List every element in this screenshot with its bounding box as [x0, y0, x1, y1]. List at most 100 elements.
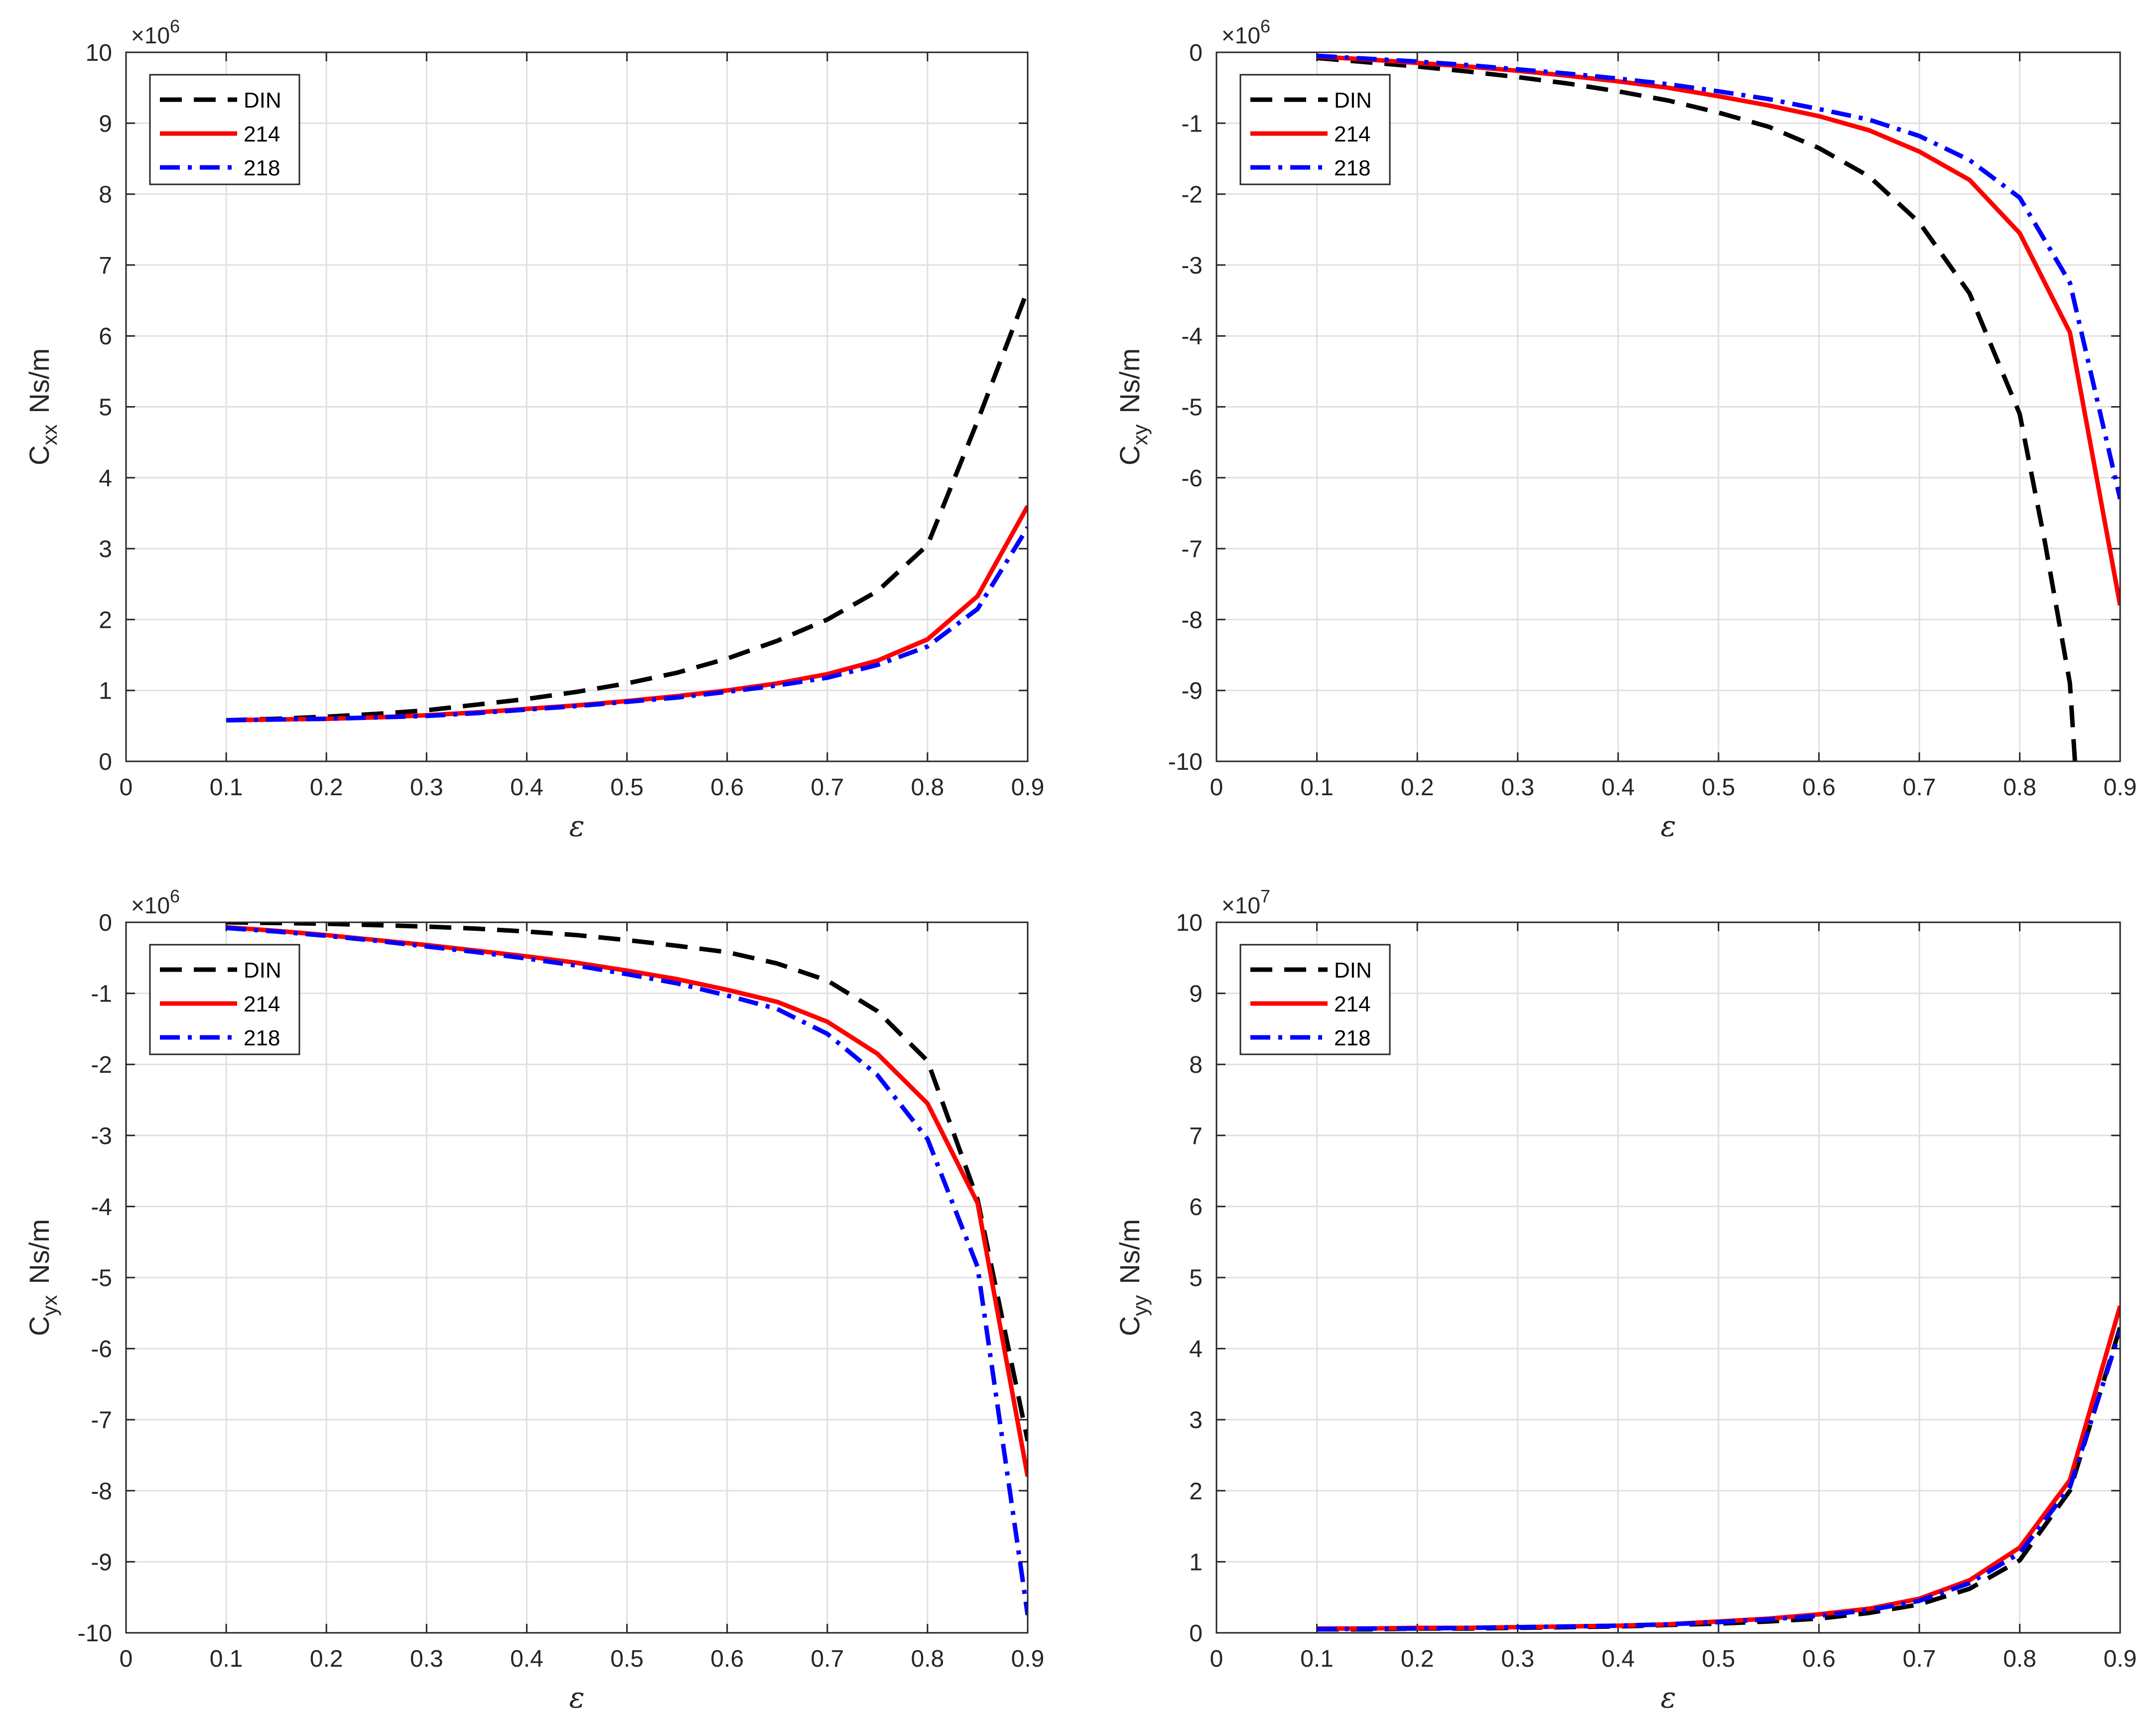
x-tick-label: 0.4	[1602, 1646, 1635, 1672]
y-tick-label: -5	[1181, 395, 1203, 421]
series-group	[1317, 53, 2120, 761]
series-line-din	[226, 922, 1028, 1441]
y-tick-label: -2	[1181, 182, 1203, 208]
legend: DIN 214 218	[1239, 944, 1391, 1055]
y-tick-label: 2	[1189, 1478, 1203, 1505]
y-tick-label: 8	[1189, 1052, 1203, 1078]
x-tick-label: 0.4	[1602, 774, 1635, 801]
legend: DIN 214 218	[149, 74, 300, 185]
y-axis-label: Cxx Ns/m	[23, 348, 61, 465]
x-tick-label: 0.4	[510, 774, 543, 801]
exponent-power: 7	[1260, 886, 1270, 906]
y-tick-label: 1	[1189, 1549, 1203, 1576]
y-tick-label: 7	[1189, 1123, 1203, 1150]
exponent-power: 6	[170, 16, 180, 36]
subplot-cxy: 0 0.1 0.2 0.3 0.4 0.5 0.6 0.7 0.8 0.9 0 -1 -2 -3 -4 -5 -…	[1114, 16, 2137, 843]
legend-label: 218	[244, 1026, 280, 1050]
y-tick-label: 10	[1176, 910, 1203, 936]
y-axis-label-main: C	[23, 445, 55, 465]
y-tick-label: 9	[1189, 981, 1203, 1007]
y-axis-label-main: C	[1114, 1316, 1145, 1336]
subplot-cxx: 0 0.1 0.2 0.3 0.4 0.5 0.6 0.7 0.8 0.9 0 1 2 3 4 5 6 7 8 9 10…	[23, 16, 1044, 843]
x-tick-label: 0.6	[710, 774, 744, 801]
legend: DIN 214 218	[149, 944, 300, 1055]
legend-label: DIN	[1334, 958, 1372, 983]
x-tick-label: 0.1	[1300, 774, 1334, 801]
y-tick-label: -4	[1181, 323, 1203, 350]
y-tick-label: -5	[91, 1265, 112, 1292]
x-tick-label: 0.3	[410, 774, 443, 801]
y-tick-label: -4	[91, 1194, 112, 1220]
y-axis-label-unit: Ns/m	[1114, 1219, 1145, 1284]
y-tick-label: 4	[1189, 1336, 1203, 1363]
legend-label: DIN	[244, 88, 281, 113]
x-tick-label: 0	[1210, 774, 1223, 801]
subplot-cyy: 0 0.1 0.2 0.3 0.4 0.5 0.6 0.7 0.8 0.9 0 1 2 3 4 5 6 7 8 9 10…	[1114, 886, 2137, 1715]
legend-label: DIN	[244, 958, 281, 983]
exponent-label: ×107	[1221, 886, 1270, 918]
x-tick-label: 0.6	[1802, 1646, 1836, 1672]
x-tick-label: 0.6	[710, 1646, 744, 1672]
y-tick-label: 1	[99, 678, 112, 705]
axes-box	[1215, 921, 2121, 1634]
y-tick-label: -9	[1181, 678, 1203, 705]
x-tick-label: 0.6	[1802, 774, 1836, 801]
y-tick-label: -6	[1181, 465, 1203, 492]
x-tick-label: 0.8	[2003, 774, 2036, 801]
legend-label: 218	[1334, 156, 1370, 180]
x-tick-label: 0.9	[1011, 1646, 1045, 1672]
legend-label: 218	[1334, 1026, 1370, 1050]
legend-label: DIN	[1334, 88, 1372, 113]
y-tick-label: -3	[91, 1123, 112, 1150]
y-axis-label-unit: Ns/m	[23, 348, 55, 414]
y-tick-label: -10	[1168, 749, 1203, 775]
x-tick-label: 0.3	[1501, 774, 1534, 801]
x-tick-label: 0.7	[810, 774, 844, 801]
y-axis-label-sub: yx	[38, 1295, 61, 1316]
y-tick-label: -10	[78, 1620, 112, 1647]
series-line-din	[226, 289, 1028, 722]
y-tick-label: 0	[1189, 40, 1203, 66]
x-tick-label: 0.1	[210, 774, 243, 801]
exponent-power: 6	[170, 886, 180, 906]
y-tick-label: 5	[99, 395, 112, 421]
y-tick-label: -7	[91, 1407, 112, 1434]
series-group	[226, 289, 1028, 722]
x-tick-label: 0.7	[810, 1646, 844, 1672]
y-tick-label: 0	[1189, 1620, 1203, 1647]
axes-box	[1215, 51, 2121, 762]
x-tick-label: 0	[120, 1646, 133, 1672]
x-axis-label: ε	[569, 809, 584, 843]
x-tick-label: 0.5	[610, 1646, 644, 1672]
series-line-din	[1317, 55, 2077, 761]
legend-label: 218	[244, 156, 280, 180]
x-tick-label: 0.2	[310, 774, 343, 801]
x-tick-label: 0.3	[410, 1646, 443, 1672]
exponent-base: ×10	[1221, 892, 1260, 918]
legend-label: 214	[1334, 122, 1370, 146]
exponent-label: ×106	[1221, 16, 1270, 48]
series-group	[226, 922, 1028, 1615]
y-tick-label: 2	[99, 607, 112, 633]
y-tick-label: -3	[1181, 253, 1203, 279]
x-tick-label: 0.5	[610, 774, 644, 801]
x-tick-label: 0.9	[2104, 1646, 2137, 1672]
y-tick-label: -8	[1181, 607, 1203, 633]
x-tick-label: 0.7	[1903, 1646, 1936, 1672]
y-tick-label: 3	[1189, 1407, 1203, 1434]
y-tick-label: 9	[99, 111, 112, 137]
legend-label: 214	[244, 992, 280, 1016]
exponent-base: ×10	[1221, 22, 1260, 48]
series-group	[1317, 1305, 2120, 1632]
y-axis-label-sub: yy	[1128, 1295, 1152, 1316]
x-tick-label: 0.8	[2003, 1646, 2036, 1672]
y-axis-label-sub: xx	[38, 425, 61, 445]
y-tick-label: 6	[1189, 1194, 1203, 1220]
x-tick-label: 0.7	[1903, 774, 1936, 801]
y-tick-label: 7	[99, 253, 112, 279]
x-axis-label: ε	[1660, 1681, 1676, 1715]
y-tick-label: 10	[86, 40, 112, 66]
axes-box	[125, 921, 1029, 1634]
series-line-218	[1317, 53, 2120, 500]
y-tick-label: -2	[91, 1052, 112, 1078]
